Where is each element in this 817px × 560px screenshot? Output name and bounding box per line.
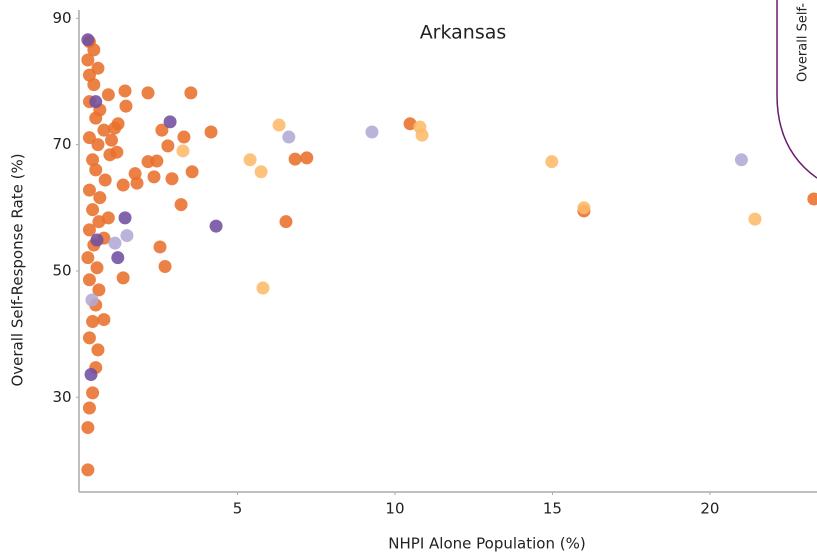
- point: [90, 233, 104, 247]
- point: [577, 201, 591, 215]
- point: [89, 163, 103, 177]
- point: [155, 123, 169, 137]
- x-tick-label: 5: [233, 500, 243, 518]
- y-tick-label: 30: [52, 388, 71, 406]
- point: [141, 86, 155, 100]
- point: [243, 153, 257, 167]
- point: [81, 421, 95, 435]
- point: [545, 155, 559, 169]
- point: [86, 314, 100, 328]
- x-tick-label: 15: [543, 500, 562, 518]
- point: [86, 153, 100, 167]
- point: [150, 154, 164, 168]
- point: [185, 165, 199, 179]
- point: [282, 130, 296, 144]
- point: [209, 219, 223, 233]
- point: [81, 463, 95, 477]
- legend-frame: [776, 0, 817, 179]
- point: [177, 130, 191, 144]
- point: [130, 176, 144, 190]
- point: [176, 144, 190, 158]
- point: [403, 117, 417, 131]
- point: [300, 151, 314, 165]
- point: [101, 88, 115, 102]
- point: [104, 133, 118, 147]
- point: [153, 240, 167, 254]
- point: [91, 343, 105, 357]
- point: [365, 125, 379, 139]
- point: [84, 368, 98, 382]
- point: [81, 33, 95, 47]
- legend-title: Overall Self-: [796, 3, 811, 82]
- point: [82, 131, 96, 145]
- point: [97, 313, 111, 327]
- point: [272, 118, 286, 132]
- point: [111, 251, 125, 265]
- x-tick-label: 20: [700, 500, 719, 518]
- point: [93, 191, 107, 205]
- x-tick-label: 10: [385, 500, 404, 518]
- point: [108, 236, 122, 250]
- y-tick-label: 90: [52, 9, 71, 27]
- x-axis-label: NHPI Alone Population (%): [388, 535, 585, 553]
- point: [163, 115, 177, 129]
- y-tick-label: 50: [52, 261, 71, 279]
- point: [91, 61, 105, 75]
- point: [165, 172, 179, 186]
- point: [174, 198, 188, 212]
- point: [118, 84, 132, 98]
- point: [86, 203, 100, 217]
- point: [158, 260, 172, 274]
- point: [116, 178, 130, 192]
- point: [82, 223, 96, 237]
- point: [90, 261, 104, 275]
- point: [734, 153, 748, 167]
- point: [92, 283, 106, 297]
- point: [184, 86, 198, 100]
- chart-title: Arkansas: [420, 22, 507, 44]
- point: [110, 145, 124, 159]
- y-tick-label: 70: [52, 135, 71, 153]
- point: [254, 165, 268, 179]
- point: [161, 139, 175, 153]
- point: [82, 273, 96, 287]
- point: [118, 211, 132, 225]
- point: [147, 170, 161, 184]
- point: [82, 401, 96, 415]
- point: [86, 386, 100, 400]
- point: [82, 331, 96, 345]
- point: [81, 251, 95, 265]
- point: [279, 215, 293, 229]
- point: [89, 95, 103, 109]
- point: [101, 211, 115, 225]
- point: [85, 293, 99, 307]
- point: [415, 128, 429, 142]
- point: [748, 212, 762, 226]
- point: [120, 229, 134, 243]
- point: [204, 125, 218, 139]
- point: [256, 281, 270, 295]
- point: [98, 173, 112, 187]
- point: [119, 99, 133, 113]
- point: [82, 183, 96, 197]
- point: [97, 123, 111, 137]
- point: [288, 152, 302, 166]
- y-axis-label: Overall Self-Response Rate (%): [9, 153, 27, 386]
- point: [807, 192, 817, 206]
- point: [108, 121, 122, 135]
- point: [116, 271, 130, 285]
- point: [81, 53, 95, 67]
